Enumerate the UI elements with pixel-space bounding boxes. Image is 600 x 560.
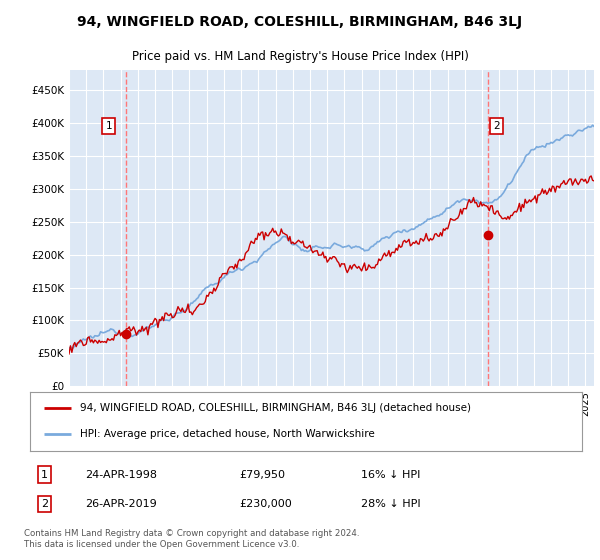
Text: 1: 1 xyxy=(106,122,112,132)
Text: £79,950: £79,950 xyxy=(240,470,286,479)
Text: £230,000: £230,000 xyxy=(240,499,293,508)
Text: 94, WINGFIELD ROAD, COLESHILL, BIRMINGHAM, B46 3LJ: 94, WINGFIELD ROAD, COLESHILL, BIRMINGHA… xyxy=(77,15,523,29)
Text: 2: 2 xyxy=(493,122,499,132)
Text: 26-APR-2019: 26-APR-2019 xyxy=(85,499,157,508)
Text: 2: 2 xyxy=(41,499,48,508)
Text: 1: 1 xyxy=(41,470,48,479)
Text: 94, WINGFIELD ROAD, COLESHILL, BIRMINGHAM, B46 3LJ (detached house): 94, WINGFIELD ROAD, COLESHILL, BIRMINGHA… xyxy=(80,403,470,413)
Text: 16% ↓ HPI: 16% ↓ HPI xyxy=(361,470,421,479)
Text: Contains HM Land Registry data © Crown copyright and database right 2024.
This d: Contains HM Land Registry data © Crown c… xyxy=(24,529,359,549)
Text: Price paid vs. HM Land Registry's House Price Index (HPI): Price paid vs. HM Land Registry's House … xyxy=(131,50,469,63)
Text: 28% ↓ HPI: 28% ↓ HPI xyxy=(361,499,421,508)
Text: 24-APR-1998: 24-APR-1998 xyxy=(85,470,157,479)
Text: HPI: Average price, detached house, North Warwickshire: HPI: Average price, detached house, Nort… xyxy=(80,430,374,440)
